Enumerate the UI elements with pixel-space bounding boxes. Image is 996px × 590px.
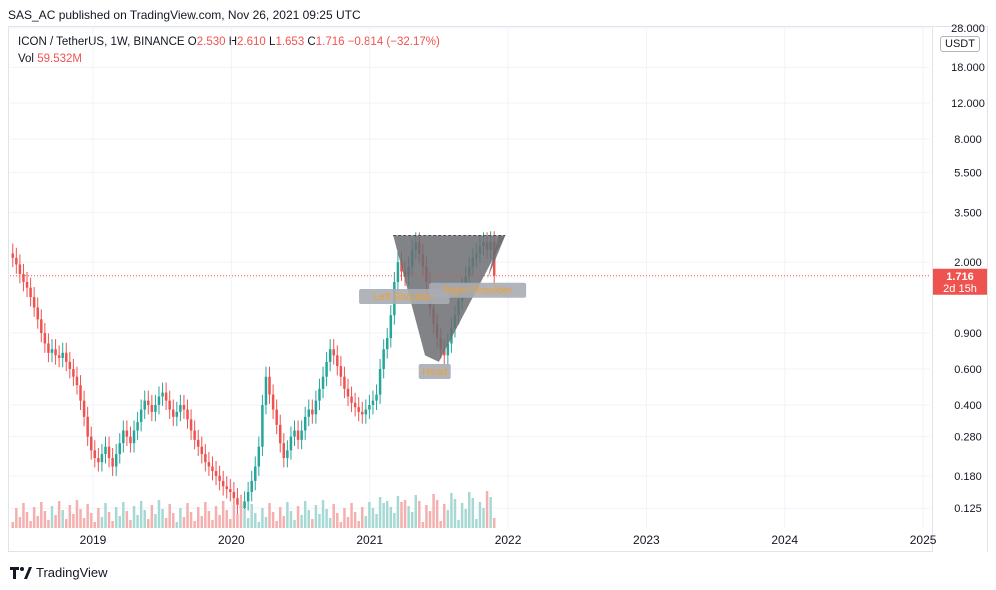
published-line: SAS_AC published on TradingView.com, Nov… [8, 8, 361, 22]
symbol-name[interactable]: ICON / TetherUS, 1W, BINANCE [18, 36, 185, 48]
legend-row-ohlc: ICON / TetherUS, 1W, BINANCE O2.530 H2.6… [18, 34, 440, 51]
open-value: 2.530 [196, 36, 226, 48]
low-value: 1.653 [275, 36, 305, 48]
footer-brand: TradingView [36, 565, 108, 580]
tradingview-footer[interactable]: TradingView [10, 565, 108, 580]
low-label: L [269, 36, 276, 48]
open-label: O [187, 36, 197, 48]
tradingview-logo-icon [10, 566, 32, 579]
close-value: 1.716 [315, 36, 345, 48]
currency-button[interactable]: USDT [940, 36, 980, 52]
price-axis[interactable] [932, 26, 988, 552]
symbol-legend: ICON / TetherUS, 1W, BINANCE O2.530 H2.6… [18, 34, 440, 68]
high-value: 2.610 [237, 36, 266, 48]
volume-value: 59.532M [37, 53, 82, 65]
change-value: −0.814 (−32.17%) [347, 36, 440, 48]
chart-frame [8, 26, 933, 552]
legend-row-volume: Vol 59.532M [18, 51, 440, 68]
volume-label: Vol [18, 53, 34, 65]
high-label: H [228, 36, 238, 48]
close-label: C [307, 36, 316, 48]
